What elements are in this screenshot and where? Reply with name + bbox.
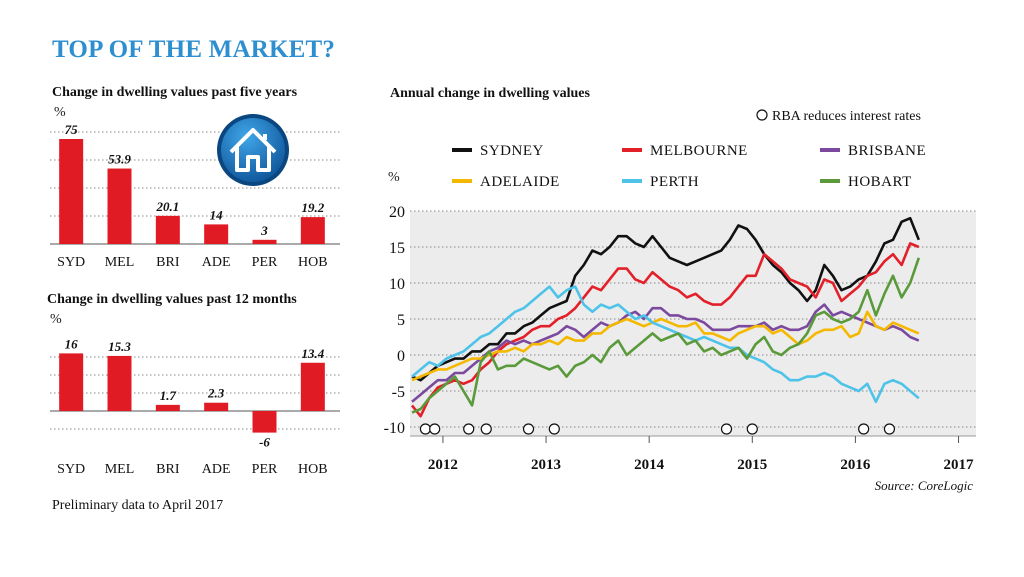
legend-label-melbourne: MELBOURNE [650, 143, 748, 159]
y-tick-label: -10 [384, 420, 405, 437]
y-tick-label: 20 [389, 204, 405, 221]
twelve-month-category-label: SYD [57, 462, 85, 477]
legend-label-hobart: HOBART [848, 174, 912, 190]
series-line-perth [411, 285, 920, 404]
line-chart-title: Annual change in dwelling values [390, 86, 590, 101]
x-tick-label: 2015 [737, 457, 767, 473]
rba-marker [883, 423, 896, 435]
bar-chart-twelve-month-bars: 16 15.3 1.7 2.3 -6 13.4 [59, 336, 325, 450]
bar-chart-twelve-month-categories: SYD MEL BRI ADE PER HOB [57, 462, 327, 477]
rba-marker [522, 423, 535, 435]
five-year-bar-syd [59, 139, 84, 244]
rba-legend-marker [756, 109, 768, 121]
twelve-month-bar-mel [107, 355, 132, 411]
y-tick-label: -5 [392, 384, 405, 401]
rba-marker [858, 423, 870, 435]
five-year-value-label: 19.2 [301, 200, 324, 215]
five-year-bar-hob [300, 217, 325, 244]
five-year-value-label: 20.1 [155, 199, 179, 214]
five-year-category-label: PER [252, 255, 278, 270]
rba-marker [548, 423, 560, 435]
five-year-bar-bri [155, 215, 180, 244]
twelve-month-value-label: 15.3 [108, 339, 131, 354]
five-year-bar-ade [204, 224, 229, 244]
series-line-adelaide [411, 310, 920, 382]
source-label: Source: CoreLogic [875, 478, 974, 493]
five-year-category-label: HOB [298, 255, 328, 270]
twelve-month-value-label: 16 [65, 336, 79, 351]
five-year-value-label: 75 [65, 122, 79, 137]
house-icon [217, 114, 289, 186]
rba-legend-label: RBA reduces interest rates [772, 109, 921, 124]
five-year-category-label: MEL [105, 255, 135, 270]
page-title: TOP OF THE MARKET? [52, 36, 336, 63]
five-year-value-label: 14 [210, 207, 224, 222]
rba-marker [463, 423, 475, 435]
line-chart-unit: % [388, 170, 400, 185]
series-line-brisbane [411, 303, 920, 403]
twelve-month-bar-bri [155, 404, 180, 411]
x-tick-label: 2014 [634, 457, 665, 473]
x-tick-label: 2017 [944, 457, 975, 473]
line-chart-legend: SYDNEY MELBOURNE BRISBANE ADELAIDE PERTH HOBA… [452, 143, 926, 190]
twelve-month-bar-per [252, 411, 277, 433]
twelve-month-value-label: 2.3 [207, 386, 225, 401]
rba-legend: RBA reduces interest rates [756, 109, 921, 124]
x-tick-label: 2016 [840, 457, 871, 473]
twelve-month-category-label: ADE [202, 462, 231, 477]
legend-label-perth: PERTH [650, 174, 699, 190]
rba-markers [419, 423, 896, 435]
line-chart-series [410, 216, 921, 418]
footnote: Preliminary data to April 2017 [52, 498, 223, 513]
five-year-category-label: BRI [156, 255, 180, 270]
rba-marker [429, 423, 441, 435]
bar-chart-five-year-unit: % [54, 105, 66, 120]
y-tick-label: 10 [389, 276, 405, 293]
legend-label-adelaide: ADELAIDE [480, 174, 560, 190]
x-tick-label: 2012 [428, 457, 458, 473]
bar-chart-twelve-month-unit: % [50, 312, 62, 327]
legend-label-brisbane: BRISBANE [848, 143, 926, 159]
legend-label-sydney: SYDNEY [480, 143, 544, 159]
bar-chart-twelve-month-title: Change in dwelling values past 12 months [47, 292, 297, 307]
rba-marker [746, 423, 758, 435]
line-chart-gridlines: 20 15 10 5 0 -5 -10 [384, 204, 976, 437]
twelve-month-bar-syd [59, 353, 84, 411]
twelve-month-category-label: HOB [298, 462, 328, 477]
series-line-hobart [411, 257, 921, 414]
rba-marker [720, 423, 733, 435]
five-year-category-label: SYD [57, 255, 85, 270]
rba-marker [480, 423, 492, 435]
twelve-month-category-label: PER [252, 462, 278, 477]
series-line-sydney [411, 216, 921, 382]
y-tick-label: 15 [389, 240, 405, 257]
bar-chart-five-year-gridlines [50, 131, 340, 245]
twelve-month-category-label: BRI [156, 462, 180, 477]
twelve-month-bar-ade [204, 402, 229, 411]
twelve-month-value-label: 1.7 [160, 388, 177, 403]
five-year-category-label: ADE [202, 255, 231, 270]
bar-chart-five-year-title: Change in dwelling values past five year… [52, 85, 298, 100]
y-tick-label: 5 [397, 312, 405, 329]
five-year-value-label: 53.9 [108, 152, 131, 167]
twelve-month-bar-hob [300, 362, 325, 411]
twelve-month-value-label: 13.4 [301, 346, 324, 361]
rba-marker [419, 423, 432, 435]
x-tick-label: 2013 [531, 457, 561, 473]
twelve-month-value-label: -6 [259, 435, 270, 450]
twelve-month-category-label: MEL [105, 462, 135, 477]
y-tick-label: 0 [397, 348, 405, 365]
bar-chart-five-year-bars: 75 53.9 20.1 14 3 19.2 [59, 122, 325, 244]
five-year-bar-per [252, 239, 277, 244]
five-year-bar-mel [107, 168, 132, 244]
bar-chart-twelve-month-gridlines [50, 356, 340, 430]
five-year-value-label: 3 [260, 223, 268, 238]
line-chart-x-ticks: 2012 2013 2014 2015 2016 2017 [428, 436, 974, 473]
bar-chart-five-year-categories: SYD MEL BRI ADE PER HOB [57, 255, 327, 270]
